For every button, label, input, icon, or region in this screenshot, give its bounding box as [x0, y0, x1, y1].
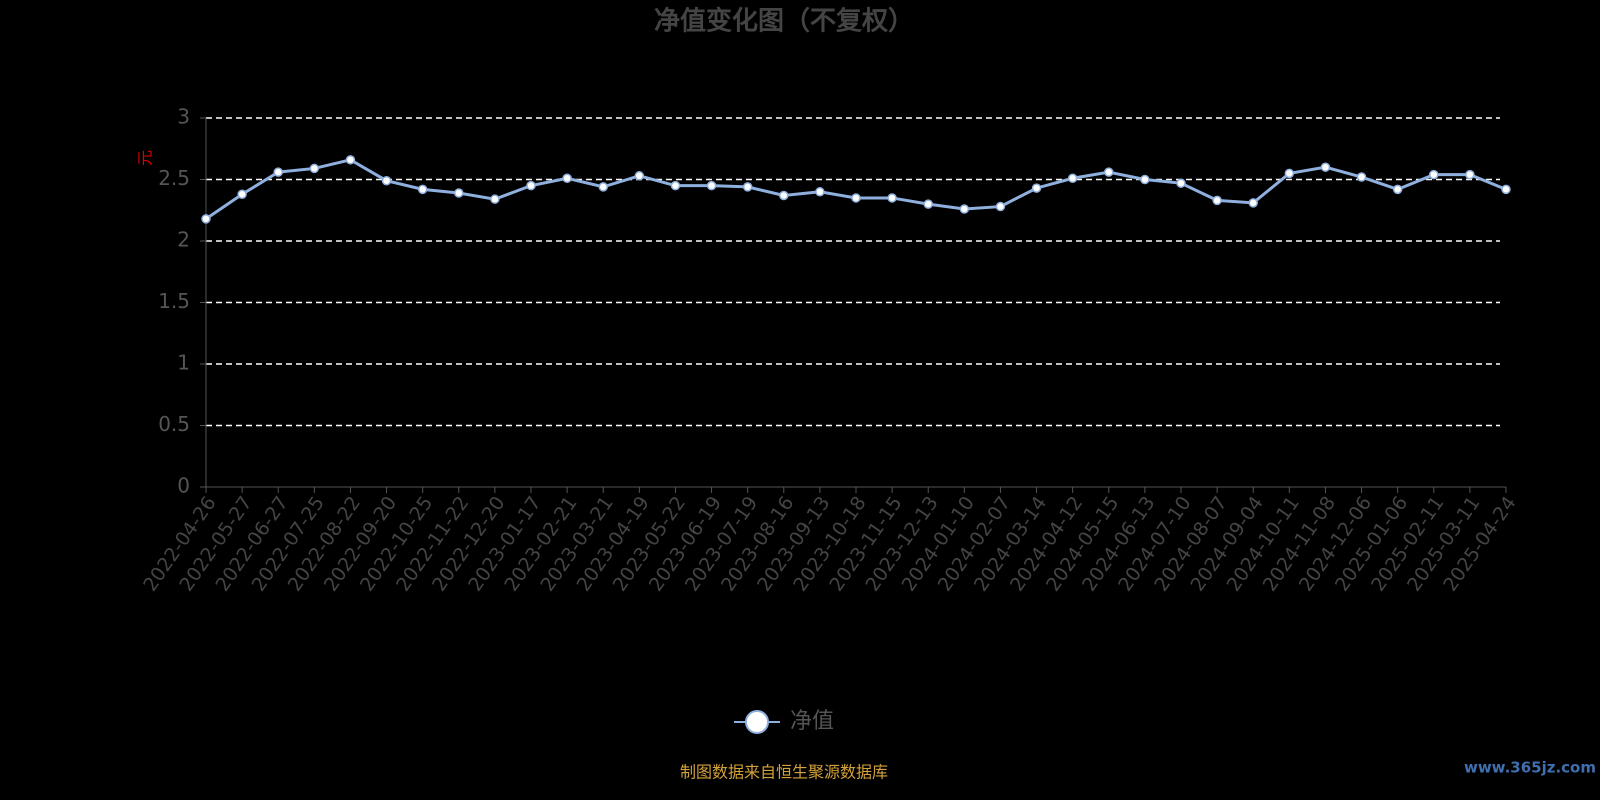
- point: [381, 175, 392, 186]
- point: [1104, 167, 1114, 177]
- point: [309, 163, 320, 174]
- point: [1320, 162, 1331, 172]
- y-tick-label: 3: [177, 105, 190, 129]
- point: [1429, 169, 1439, 180]
- point: [1067, 173, 1078, 184]
- point: [201, 214, 211, 224]
- point: [345, 155, 356, 165]
- watermark: www.365jz.com: [1464, 759, 1596, 777]
- point: [1392, 184, 1403, 195]
- point: [562, 173, 572, 184]
- y-tick-label: 2: [177, 228, 190, 252]
- point: [851, 193, 861, 203]
- point: [959, 204, 970, 214]
- point: [1031, 183, 1042, 193]
- point: [779, 190, 789, 201]
- legend-label: 净值: [790, 709, 834, 734]
- point: [634, 171, 645, 181]
- point: [887, 193, 897, 203]
- point: [1501, 184, 1511, 195]
- point: [706, 180, 717, 191]
- y-tick-label: 2.5: [158, 166, 190, 190]
- point: [1356, 172, 1367, 182]
- y-tick-label: 1.5: [158, 289, 190, 313]
- source-note: 制图数据来自恒生聚源数据库: [680, 763, 888, 782]
- point: [273, 167, 283, 177]
- point: [598, 182, 608, 192]
- point: [454, 188, 464, 198]
- point: [1212, 195, 1222, 206]
- point: [742, 182, 753, 192]
- point: [1248, 198, 1258, 208]
- legend-marker: [745, 710, 769, 734]
- point: [1176, 178, 1186, 188]
- y-tick-label: 0.5: [158, 412, 190, 436]
- series-line: [205, 158, 1507, 221]
- point: [995, 201, 1006, 212]
- point: [923, 199, 933, 209]
- point: [1284, 168, 1295, 179]
- point: [237, 189, 247, 200]
- point: [1140, 174, 1150, 185]
- point: [1465, 169, 1475, 180]
- point: [526, 180, 536, 191]
- chart-title: 净值变化图（不复权）: [654, 6, 914, 37]
- point: [670, 180, 681, 191]
- y-tick-label: 0: [177, 474, 190, 498]
- point: [490, 194, 500, 204]
- point: [815, 187, 825, 197]
- y-axis-label: 元: [136, 150, 155, 166]
- y-tick-label: 1: [177, 351, 190, 375]
- point: [417, 184, 428, 195]
